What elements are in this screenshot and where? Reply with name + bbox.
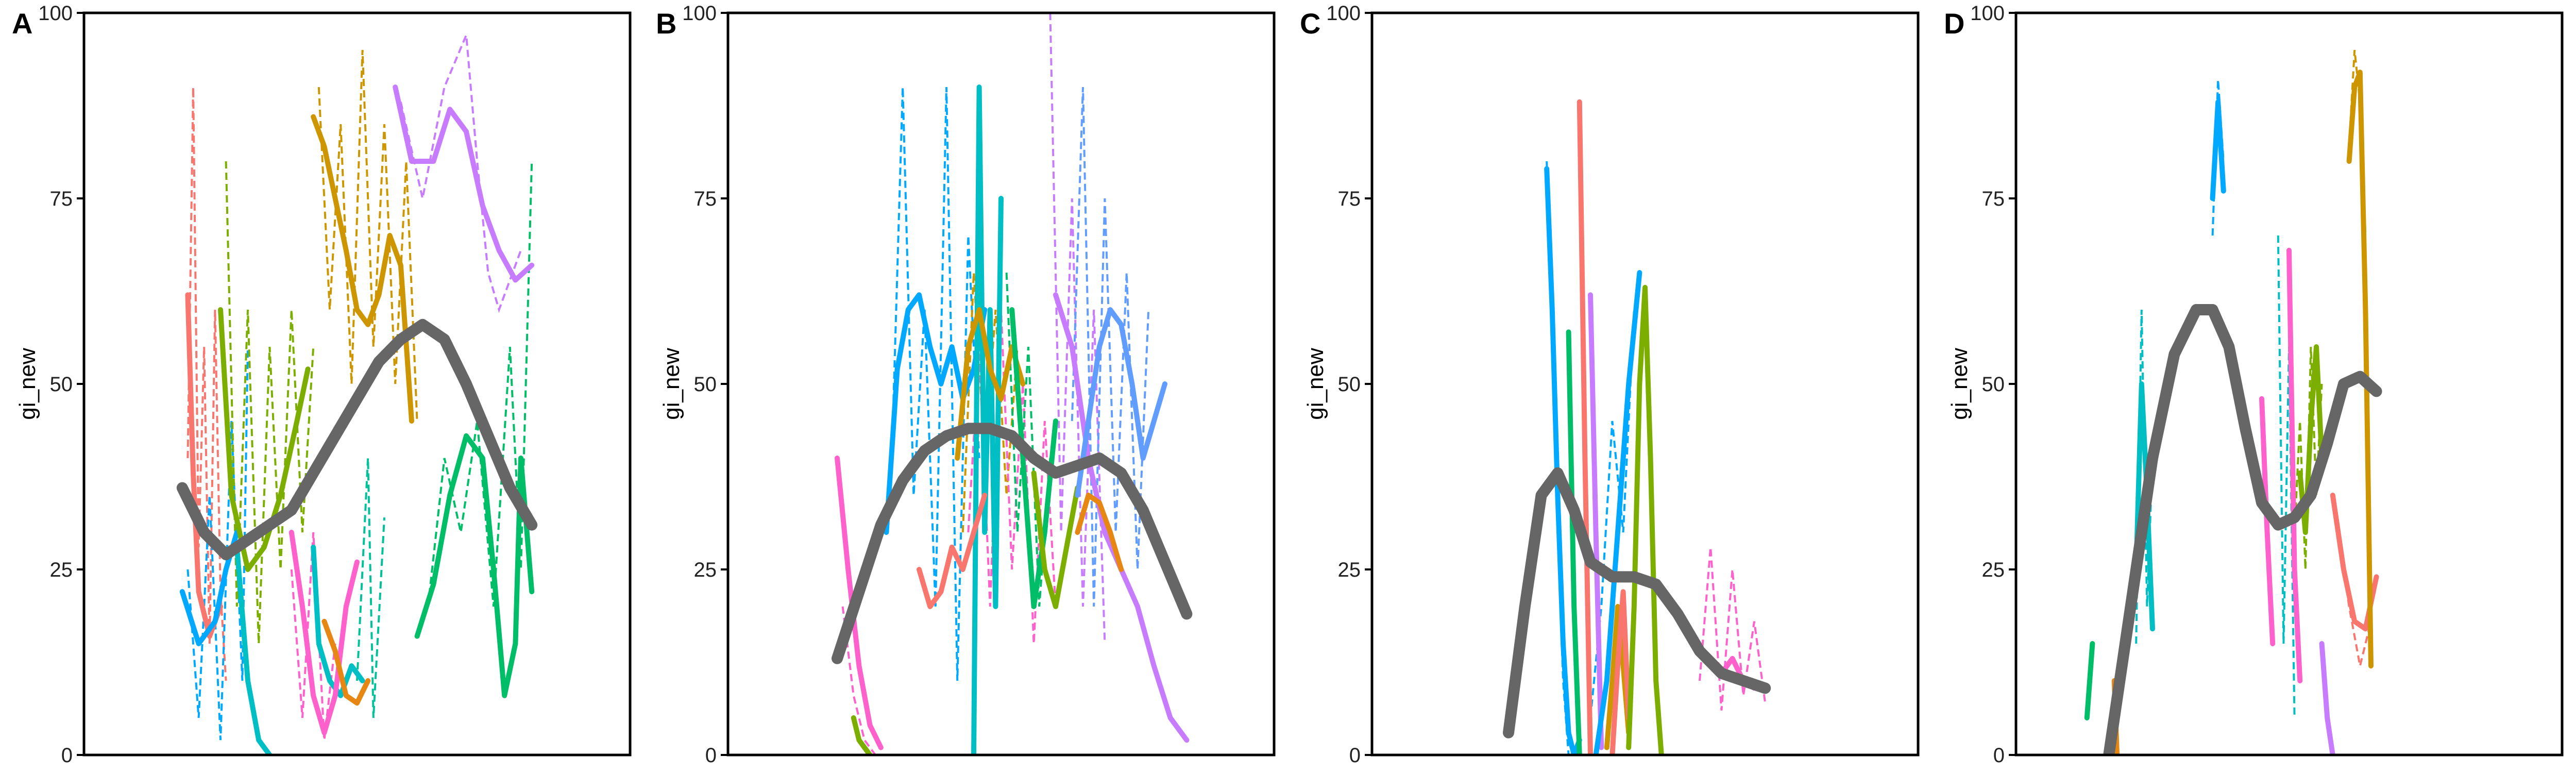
series-line-b-2 (851, 715, 873, 755)
series-line-d-0 (2084, 641, 2095, 720)
series-line-a-15 (414, 433, 535, 698)
y-tick-label-c-3: 75 (1338, 188, 1361, 210)
series-line-b-3 (884, 292, 988, 535)
series-line-c-6 (1593, 270, 1642, 755)
y-tick-label-d-4: 100 (1970, 2, 2005, 25)
series-line-a-13 (393, 85, 535, 283)
panel-label-a: A (12, 7, 32, 40)
y-tick-label-c-1: 25 (1338, 559, 1361, 581)
series-line-a-14 (399, 35, 522, 313)
series-line-a-4 (218, 307, 311, 572)
series-line-a-5 (225, 161, 315, 644)
plot-area-d (2084, 49, 2382, 755)
panel-label-b: B (656, 7, 676, 40)
series-line-b-12 (1031, 470, 1080, 609)
series-line-b-13 (1053, 292, 1190, 743)
y-tick-label-b-1: 25 (694, 559, 717, 581)
panel-a: A gi_new 0 25 50 75 100 (12, 2, 632, 767)
y-tick-label-c-2: 50 (1338, 373, 1361, 396)
series-line-c-9 (1609, 589, 1632, 755)
series-line-a-10 (321, 618, 371, 706)
series-line-b-6 (955, 307, 1026, 461)
series-line-b-17 (1071, 87, 1150, 607)
series-line-b-5 (971, 85, 1004, 755)
y-tick-label-d-1: 25 (1982, 559, 2005, 581)
y-tick-label-b-2: 50 (694, 373, 717, 396)
y-axis-label-a: gi_new (15, 348, 40, 420)
series-line-c-3 (1566, 329, 1582, 755)
series-line-b-14 (1049, 13, 1106, 644)
y-ticks-a: 0 25 50 75 100 (38, 2, 84, 767)
series-line-a-11 (311, 114, 414, 424)
trend-line-c (1503, 467, 1771, 738)
trend-line-a (176, 318, 538, 561)
panel-label-c: C (1300, 7, 1320, 40)
y-tick-label-b-3: 75 (694, 188, 717, 210)
panel-c: C gi_new 0 25 50 75 100 (1300, 2, 1920, 767)
series-line-d-14 (2346, 70, 2374, 669)
series-line-a-0 (185, 292, 223, 639)
plot-frame-d (2014, 11, 2564, 757)
y-tick-label-d-3: 75 (1982, 188, 2005, 210)
plot-frame-a (82, 11, 632, 757)
y-axis-label-c: gi_new (1303, 348, 1328, 420)
y-tick-label-b-0: 0 (705, 744, 717, 767)
y-tick-label-a-0: 0 (61, 744, 73, 767)
y-ticks-b: 0 25 50 75 100 (682, 2, 728, 767)
series-line-d-4 (2210, 99, 2226, 201)
series-line-d-6 (2259, 396, 2276, 646)
y-axis-label-d: gi_new (1947, 348, 1972, 420)
series-line-b-0 (835, 456, 884, 750)
series-line-d-11 (2319, 641, 2335, 755)
series-line-d-2 (2133, 381, 2155, 632)
series-line-b-15 (1075, 493, 1124, 572)
y-tick-label-a-3: 75 (50, 188, 73, 210)
panel-b: B gi_new 0 25 50 75 100 (656, 2, 1276, 767)
series-line-a-3 (187, 346, 249, 741)
y-tick-label-d-2: 50 (1982, 373, 2005, 396)
plot-area-c (1503, 99, 1771, 755)
plot-frame-b (726, 11, 1276, 757)
series-line-a-8 (289, 530, 360, 735)
series-line-b-7 (961, 272, 1019, 533)
series-line-b-10 (1009, 307, 1058, 609)
y-ticks-c: 0 25 50 75 100 (1326, 2, 1372, 767)
trend-line-b (832, 423, 1193, 664)
series-line-a-6 (234, 544, 273, 755)
panel-d: D gi_new 0 25 50 75 100 (1944, 2, 2564, 767)
y-tick-label-b-4: 100 (682, 2, 717, 25)
series-line-c-10 (1626, 284, 1664, 755)
y-tick-label-a-2: 50 (50, 373, 73, 396)
y-tick-label-c-0: 0 (1349, 744, 1361, 767)
series-line-a-17 (356, 458, 385, 718)
series-line-c-4 (1577, 99, 1593, 755)
y-tick-label-d-0: 0 (1993, 744, 2005, 767)
series-line-b-8 (917, 493, 988, 609)
series-line-c-11 (1699, 547, 1767, 711)
y-tick-label-a-4: 100 (38, 2, 73, 25)
series-line-b-16 (1075, 307, 1167, 498)
plot-frame-c (1370, 11, 1920, 757)
trend-line-d (2103, 304, 2382, 755)
y-ticks-d: 0 25 50 75 100 (1970, 2, 2016, 767)
y-tick-label-a-1: 25 (50, 559, 73, 581)
series-line-c-1 (1544, 166, 1582, 755)
y-axis-label-b: gi_new (659, 348, 684, 420)
series-line-c-5 (1588, 292, 1604, 750)
series-line-d-8 (2286, 247, 2303, 683)
y-tick-label-c-4: 100 (1326, 2, 1361, 25)
panel-label-d: D (1944, 7, 1964, 40)
plot-area-b (832, 13, 1193, 755)
series-line-b-4 (891, 87, 980, 681)
plot-area-a (176, 35, 538, 755)
series-line-a-9 (290, 532, 336, 741)
